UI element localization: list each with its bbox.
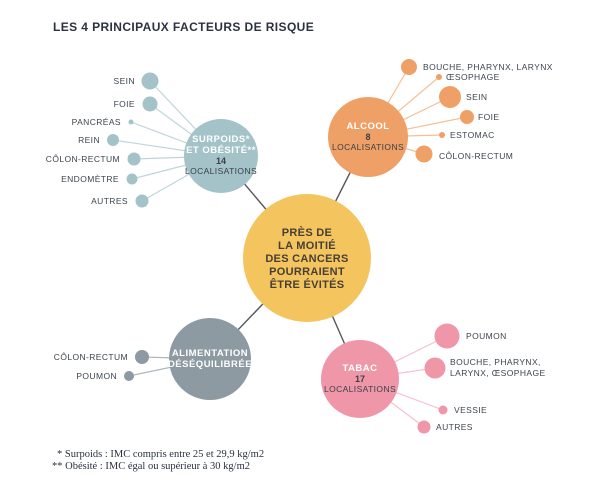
hub-label-alcool: ALCOOL 8 LOCALISATIONS: [318, 121, 418, 152]
location-dot: [141, 72, 159, 90]
location-label: ESTOMAC: [450, 130, 495, 140]
location-dot: [135, 194, 149, 208]
center-message-line: DES CANCERS: [265, 253, 349, 265]
hub-circle-surpoids: [184, 119, 258, 193]
location-label: FOIE: [478, 112, 500, 122]
location-label: POUMON: [76, 371, 117, 381]
hub-title-line: SURPOIDS*: [192, 134, 250, 145]
location-dot: [135, 350, 149, 364]
hub-label-surpoids: SURPOIDS* ET OBÉSITÉ** 14 LOCALISATIONS: [171, 134, 271, 176]
location-label: CÔLON-RECTUM: [439, 151, 514, 161]
center-circle: [243, 194, 371, 322]
hub-circle-tabac: [321, 340, 399, 418]
location-dot: [434, 323, 460, 349]
dots-alcool: [401, 59, 474, 163]
hub-circle-alcool: [328, 97, 408, 177]
location-label: PANCRÉAS: [71, 117, 121, 127]
location-label: AUTRES: [436, 422, 473, 432]
footnote-surpoids: * Surpoids : IMC compris entre 25 et 29,…: [57, 449, 265, 460]
location-dot: [438, 405, 448, 415]
location-label: AUTRES: [91, 196, 128, 206]
location-dot: [436, 74, 442, 80]
footnote-obesite: ** Obésité : IMC égal ou supérieur à 30 …: [52, 461, 251, 472]
dots-surpoids: [107, 72, 159, 208]
location-label: FOIE: [113, 99, 135, 109]
hub-count: 8: [365, 132, 371, 142]
location-label: CÔLON-RECTUM: [53, 352, 128, 362]
hub-circle-alimentation: [169, 318, 251, 400]
hub-count: 17: [354, 374, 365, 384]
location-label: SEIN: [113, 76, 135, 86]
location-dot: [439, 132, 445, 138]
location-label-line: LARYNX, ŒSOPHAGE: [450, 368, 546, 378]
location-dot: [142, 96, 158, 112]
location-label: BOUCHE, PHARYNX, LARYNX: [423, 62, 553, 72]
location-dot: [127, 152, 141, 166]
hub-title-line: TABAC: [342, 363, 378, 374]
location-dot: [417, 420, 431, 434]
hub-count-label: LOCALISATIONS: [184, 166, 258, 176]
location-label: REIN: [78, 135, 100, 145]
location-dot: [424, 357, 446, 379]
hub-count: 14: [215, 156, 226, 166]
location-dot: [460, 110, 474, 124]
location-label: ENDOMÈTRE: [61, 174, 119, 184]
center-message-line: PRÈS DE: [281, 227, 333, 239]
location-label: POUMON: [466, 331, 507, 341]
location-dot: [401, 59, 417, 75]
hub-title-line: ALIMENTATION: [171, 348, 249, 359]
location-dot: [107, 134, 119, 146]
center-message: PRÈS DE LA MOITIÉ DES CANCERS POURRAIENT…: [247, 227, 367, 292]
location-label: VESSIE: [454, 405, 488, 415]
center-message-line: POURRAIENT: [269, 266, 345, 278]
location-dot: [124, 371, 134, 381]
center-message-line: ÊTRE ÉVITÉS: [269, 279, 345, 291]
location-label-line: BOUCHE, PHARYNX,: [450, 357, 541, 367]
page-title: LES 4 PRINCIPAUX FACTEURS DE RISQUE: [53, 20, 315, 34]
location-dot: [128, 119, 134, 125]
hub-title-line: DÉSÉQUILIBRÉE: [167, 359, 253, 370]
location-dot: [415, 145, 433, 163]
hub-label-tabac: TABAC 17 LOCALISATIONS: [310, 363, 410, 394]
location-label: ŒSOPHAGE: [446, 72, 500, 82]
hub-label-alimentation: ALIMENTATION DÉSÉQUILIBRÉE: [160, 348, 260, 370]
hub-count-label: LOCALISATIONS: [331, 142, 405, 152]
location-dot: [126, 173, 138, 185]
location-label: BOUCHE, PHARYNX, LARYNX, ŒSOPHAGE: [450, 357, 546, 379]
dots-alimentation: [124, 350, 149, 381]
hub-title-line: ET OBÉSITÉ**: [186, 145, 256, 156]
center-message-line: LA MOITIÉ: [278, 240, 336, 252]
location-dot: [439, 86, 461, 108]
location-label: SEIN: [466, 92, 488, 102]
dots-tabac: [417, 323, 460, 434]
location-label: CÔLON-RECTUM: [45, 154, 120, 164]
hub-title-line: ALCOOL: [346, 121, 390, 132]
hub-count-label: LOCALISATIONS: [323, 384, 397, 394]
